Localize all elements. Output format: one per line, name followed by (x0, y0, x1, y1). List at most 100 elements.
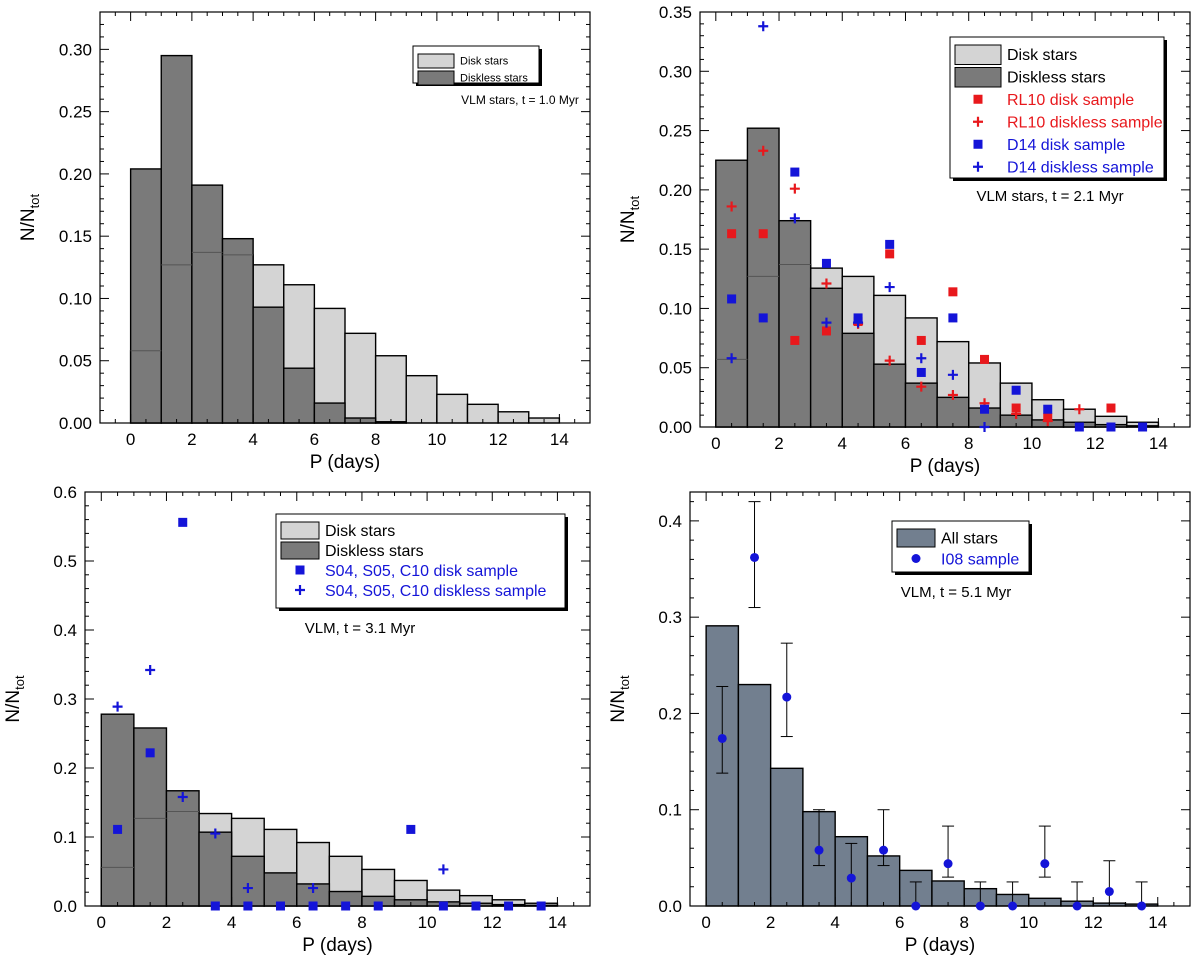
data-point (980, 404, 990, 414)
bar (769, 767, 804, 907)
legend-label: D14 disk sample (1007, 137, 1125, 154)
data-point (243, 901, 253, 911)
y-tick-label: 0.00 (59, 414, 92, 433)
data-point (1040, 859, 1050, 869)
data-point (885, 249, 895, 259)
legend-swatch (280, 521, 320, 540)
x-tick-label: 2 (766, 913, 775, 932)
data-point (782, 692, 792, 702)
x-tick-label: 8 (964, 434, 973, 453)
series-d14-diskless-sample (726, 21, 990, 432)
y-tick-label: 0.1 (53, 828, 77, 847)
data-point (308, 901, 318, 911)
data-point (727, 229, 737, 239)
y-tick-label: 0.2 (53, 759, 77, 778)
x-tick-label: 10 (427, 430, 446, 449)
x-tick-label: 10 (1022, 434, 1041, 453)
y-tick-label: 0.0 (658, 897, 682, 916)
legend-swatch (954, 67, 1002, 88)
data-point (242, 883, 253, 894)
bar (283, 367, 316, 424)
y-tick-label: 0.25 (659, 122, 692, 141)
y-tick-label: 0.25 (59, 103, 92, 122)
data-point (884, 282, 895, 293)
legend-label: RL10 diskless sample (1007, 115, 1163, 132)
x-tick-label: 6 (895, 913, 904, 932)
data-point (948, 287, 958, 297)
data-point (975, 901, 985, 911)
legend-marker (973, 94, 983, 104)
legend-marker (295, 565, 305, 575)
legend-label: D14 diskless sample (1007, 160, 1154, 177)
data-point (911, 901, 921, 911)
bar (936, 396, 970, 428)
data-point (145, 748, 155, 758)
y-tick-label: 0.05 (659, 359, 692, 378)
y-tick-label: 0.35 (659, 3, 692, 22)
x-tick-label: 8 (959, 913, 968, 932)
x-tick-label: 2 (187, 430, 196, 449)
x-tick-label: 0 (97, 913, 106, 932)
x-axis-label: P (days) (910, 456, 980, 477)
bar (252, 306, 285, 424)
data-point (406, 824, 416, 834)
y-tick-label: 0.05 (59, 352, 92, 371)
data-point (726, 353, 737, 364)
legend-swatch (280, 541, 320, 560)
legend: Disk stars Diskless stars RL10 disk sample… (949, 36, 1167, 181)
data-point (1011, 408, 1022, 419)
x-tick-label: 4 (227, 913, 236, 932)
data-point (1011, 385, 1021, 395)
data-point (308, 883, 319, 894)
series-diskless-stars (100, 713, 559, 907)
x-tick-label: 2 (774, 434, 783, 453)
data-point (536, 901, 546, 911)
legend-marker (973, 139, 983, 149)
data-point (980, 354, 990, 364)
x-tick-label: 12 (483, 913, 502, 932)
y-tick-label: 0.10 (59, 289, 92, 308)
data-point (113, 824, 123, 834)
data-point (504, 901, 514, 911)
x-tick-label: 14 (548, 913, 567, 932)
x-tick-label: 8 (357, 913, 366, 932)
y-axis: 0.00 0.05 0.10 0.15 0.20 0.25 0.30 N/Ntot (18, 11, 590, 433)
data-point (275, 901, 285, 911)
data-point (1137, 901, 1147, 911)
bar (129, 168, 162, 424)
x-tick-label: 12 (489, 430, 508, 449)
bar (160, 54, 193, 424)
data-point (341, 901, 351, 911)
bar (230, 855, 265, 907)
panel-top-left: 0 2 4 6 8 10 12 14P (days)0.000.050.100.150.200… (18, 11, 591, 473)
y-tick-label: 0.00 (659, 418, 692, 437)
x-tick-label: 4 (838, 434, 847, 453)
x-axis-label: P (days) (310, 452, 380, 473)
y-tick-label: 0.5 (53, 552, 77, 571)
legend-label: S04, S05, C10 diskless sample (325, 583, 547, 600)
data-point (979, 422, 990, 432)
legend-label: RL10 disk sample (1007, 92, 1134, 109)
legend-label: Diskless stars (460, 72, 528, 84)
data-point (948, 313, 958, 323)
series-i08-sample (716, 501, 1148, 911)
data-point (758, 145, 769, 156)
data-point (438, 864, 449, 875)
x-tick-label: 6 (310, 430, 319, 449)
y-tick-label: 0.30 (659, 62, 692, 81)
legend-swatch (417, 70, 455, 86)
bar (715, 159, 749, 428)
data-point (846, 873, 856, 883)
x-tick-label: 12 (1084, 913, 1103, 932)
legend-swatch (896, 528, 936, 548)
legend-box (275, 513, 566, 609)
y-tick-label: 0.0 (53, 897, 77, 916)
data-point (112, 701, 123, 712)
bar (809, 287, 843, 428)
x-tick-label: 0 (711, 434, 720, 453)
x-tick-label: 12 (1086, 434, 1105, 453)
data-point (821, 278, 832, 289)
x-tick-label: 4 (830, 913, 839, 932)
data-point (178, 517, 188, 527)
data-point (789, 213, 800, 224)
